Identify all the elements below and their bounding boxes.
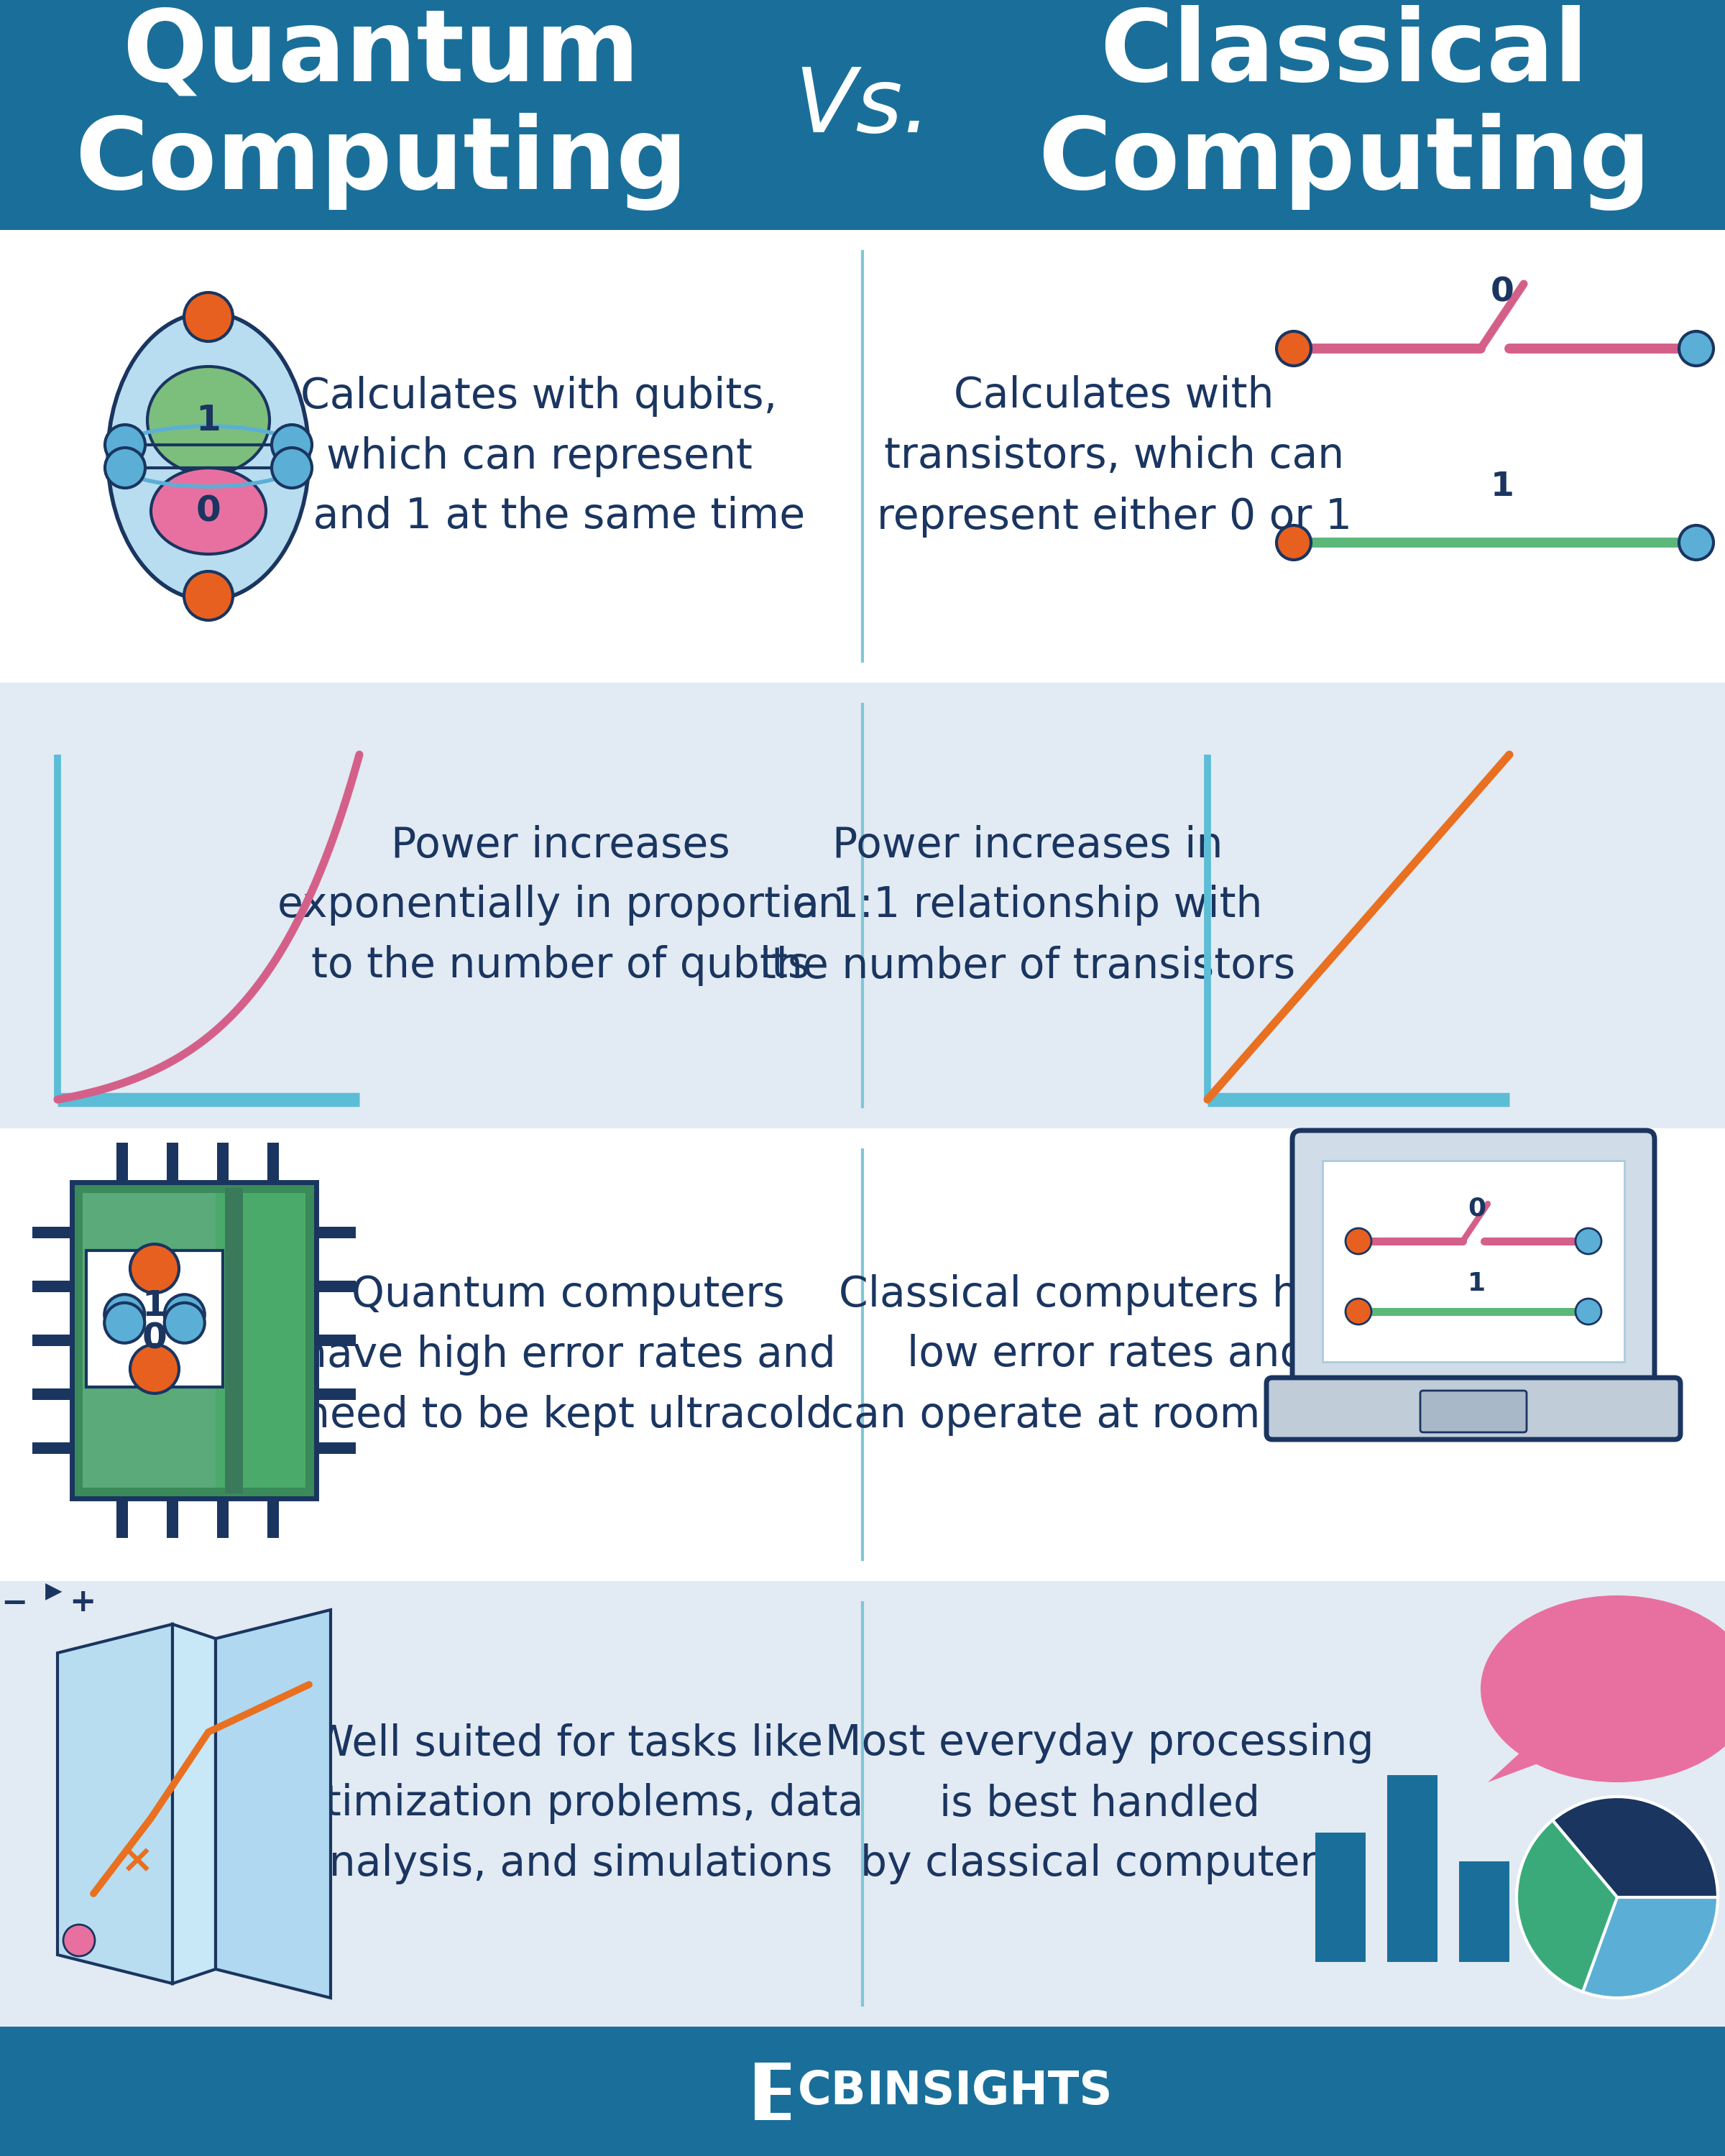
Bar — [0, 1128, 1725, 1580]
Ellipse shape — [135, 1324, 176, 1354]
Polygon shape — [172, 1623, 216, 1984]
Circle shape — [105, 1302, 145, 1343]
Text: ×: × — [119, 1841, 154, 1880]
Text: 0: 0 — [1468, 1197, 1485, 1220]
FancyBboxPatch shape — [1420, 1391, 1527, 1432]
Circle shape — [1276, 332, 1311, 367]
Bar — [756, 2065, 771, 2117]
Circle shape — [1516, 1796, 1718, 1999]
Circle shape — [164, 1302, 205, 1343]
Bar — [217, 1498, 228, 1537]
Text: INSIGHTS: INSIGHTS — [866, 2070, 1113, 2113]
Text: 0: 0 — [1490, 276, 1515, 308]
Bar — [117, 1143, 128, 1181]
Ellipse shape — [1480, 1595, 1725, 1783]
Ellipse shape — [133, 1287, 176, 1326]
Circle shape — [105, 1294, 145, 1335]
Text: −: − — [2, 1587, 28, 1617]
Bar — [0, 683, 1725, 1128]
Circle shape — [1575, 1229, 1601, 1255]
Text: 1: 1 — [1490, 470, 1515, 502]
Bar — [83, 1192, 217, 1488]
Bar — [316, 1227, 355, 1238]
Text: 0: 0 — [197, 494, 221, 528]
FancyBboxPatch shape — [1266, 1378, 1680, 1440]
Text: Quantum computers
have high error rates and
need to be kept ultracold: Quantum computers have high error rates … — [300, 1274, 835, 1436]
Polygon shape — [57, 1623, 172, 1984]
Bar — [86, 1250, 223, 1386]
Circle shape — [185, 293, 233, 341]
Bar — [33, 1388, 72, 1399]
Text: 1: 1 — [1468, 1272, 1485, 1296]
Bar — [1459, 1861, 1509, 1962]
Bar — [33, 1227, 72, 1238]
Text: Well suited for tasks like
optimization problems, data
analysis, and simulations: Well suited for tasks like optimization … — [273, 1723, 862, 1884]
Bar — [316, 1335, 355, 1345]
Bar — [117, 1498, 128, 1537]
Circle shape — [1575, 1298, 1601, 1324]
Bar — [0, 1580, 1725, 2027]
Bar — [0, 2027, 1725, 2156]
Text: 0: 0 — [141, 1322, 167, 1356]
Circle shape — [1678, 332, 1713, 367]
Circle shape — [129, 1244, 179, 1294]
Polygon shape — [1487, 1703, 1575, 1783]
Circle shape — [129, 1345, 179, 1393]
FancyBboxPatch shape — [72, 1181, 316, 1498]
Text: 1: 1 — [141, 1289, 167, 1324]
Circle shape — [1678, 526, 1713, 561]
FancyBboxPatch shape — [1292, 1130, 1654, 1393]
Bar — [316, 1388, 355, 1399]
Text: Power increases
exponentially in proportion
to the number of qubits: Power increases exponentially in proport… — [278, 826, 844, 987]
Bar — [756, 2087, 790, 2096]
Text: Calculates with qubits,
which can represent
0 and 1 at the same time: Calculates with qubits, which can repres… — [273, 375, 806, 537]
Polygon shape — [216, 1611, 331, 1999]
Bar — [1316, 1833, 1366, 1962]
Circle shape — [1346, 1298, 1371, 1324]
Bar — [0, 231, 1725, 683]
Bar — [217, 1143, 228, 1181]
Circle shape — [185, 571, 233, 621]
Ellipse shape — [152, 468, 266, 554]
Ellipse shape — [119, 1268, 191, 1371]
Circle shape — [273, 425, 312, 466]
Ellipse shape — [107, 313, 309, 599]
Bar — [1323, 1160, 1625, 1363]
Text: Classical computers have
low error rates and
can operate at room temp: Classical computers have low error rates… — [831, 1274, 1383, 1436]
Text: ▶: ▶ — [45, 1583, 62, 1602]
Circle shape — [105, 448, 145, 487]
Bar — [756, 2113, 790, 2119]
Text: +: + — [69, 1587, 97, 1617]
Text: Power increases in
a 1:1 relationship with
the number of transistors: Power increases in a 1:1 relationship wi… — [761, 826, 1295, 987]
Circle shape — [1346, 1229, 1371, 1255]
Text: Most everyday processing
is best handled
by classical computers: Most everyday processing is best handled… — [825, 1723, 1375, 1884]
Bar — [316, 1442, 355, 1453]
Circle shape — [105, 425, 145, 466]
Ellipse shape — [147, 367, 269, 474]
Circle shape — [164, 1294, 205, 1335]
Bar — [267, 1498, 279, 1537]
Wedge shape — [1552, 1796, 1718, 1897]
Bar — [167, 1498, 178, 1537]
Bar — [1387, 1774, 1437, 1962]
Text: 1: 1 — [197, 403, 221, 438]
Circle shape — [1276, 526, 1311, 561]
Bar — [216, 1192, 305, 1488]
Bar — [167, 1143, 178, 1181]
Circle shape — [273, 448, 312, 487]
Text: Calculates with
transistors, which can
represent either 0 or 1: Calculates with transistors, which can r… — [876, 375, 1352, 537]
Text: Vs.: Vs. — [794, 65, 932, 151]
Text: Classical
Computing: Classical Computing — [1038, 4, 1651, 211]
Bar — [33, 1281, 72, 1291]
Bar — [316, 1281, 355, 1291]
Wedge shape — [1516, 1820, 1618, 1992]
Text: CB: CB — [797, 2070, 866, 2113]
Bar — [33, 1335, 72, 1345]
Bar — [267, 1143, 279, 1181]
Text: Quantum
Computing: Quantum Computing — [74, 4, 687, 211]
Bar — [0, 0, 1725, 231]
Bar — [33, 1442, 72, 1453]
Bar — [756, 2063, 790, 2070]
Circle shape — [64, 1925, 95, 1955]
